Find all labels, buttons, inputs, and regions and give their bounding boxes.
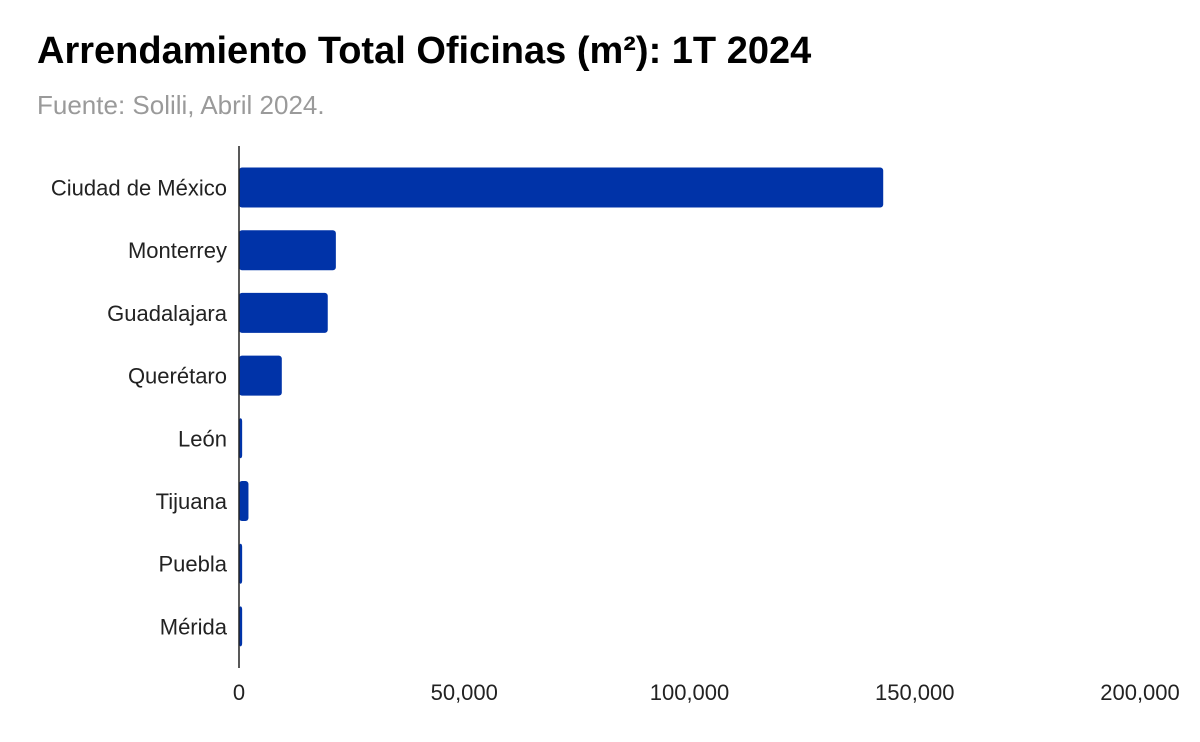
x-tick-label-3: 150,000 <box>875 680 955 705</box>
chart-title: Arrendamiento Total Oficinas (m²): 1T 20… <box>37 30 812 72</box>
category-label-2: Guadalajara <box>107 301 228 326</box>
bar-1 <box>239 230 336 271</box>
category-label-6: Puebla <box>158 552 227 577</box>
x-tick-label-4: 200,000 <box>1100 680 1180 705</box>
category-label-3: Querétaro <box>128 364 227 389</box>
category-label-7: Mérida <box>160 614 228 639</box>
bar-6 <box>239 543 243 584</box>
category-label-1: Monterrey <box>128 238 227 263</box>
x-tick-label-1: 50,000 <box>431 680 498 705</box>
category-label-5: Tijuana <box>156 489 228 514</box>
category-label-0: Ciudad de México <box>51 176 227 201</box>
category-label-4: León <box>178 426 227 451</box>
bar-4 <box>239 418 243 459</box>
bar-5 <box>239 481 249 521</box>
x-tick-label-0: 0 <box>233 680 245 705</box>
bar-0 <box>239 167 884 208</box>
bar-3 <box>239 355 282 396</box>
chart-subtitle: Fuente: Solili, Abril 2024. <box>37 90 325 120</box>
x-tick-label-2: 100,000 <box>650 680 730 705</box>
bar-7 <box>239 606 243 647</box>
bar-2 <box>239 292 328 333</box>
